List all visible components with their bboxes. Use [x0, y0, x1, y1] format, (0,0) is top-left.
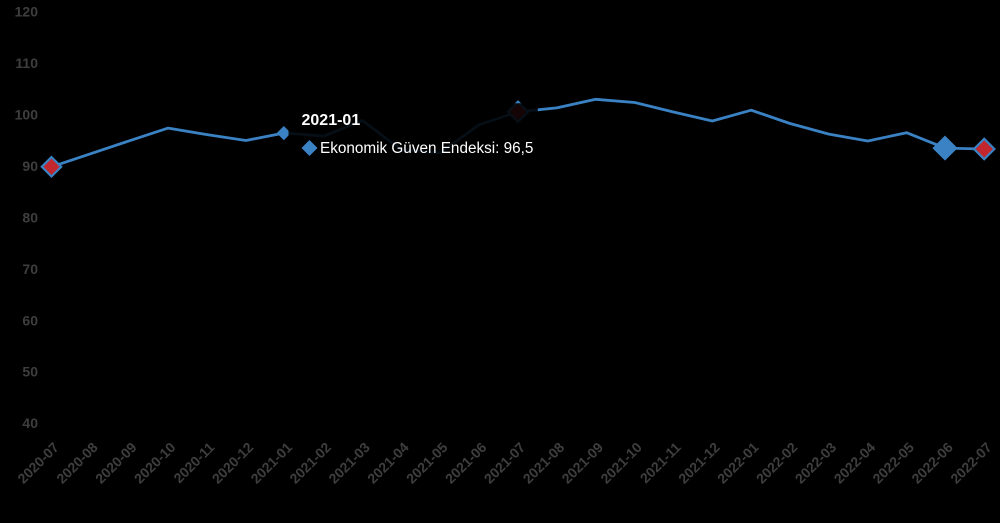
svg-text:110: 110 — [15, 55, 38, 71]
svg-text:40: 40 — [22, 415, 38, 431]
svg-text:70: 70 — [22, 261, 38, 277]
svg-text:100: 100 — [15, 107, 39, 123]
svg-text:2021-01: 2021-01 — [302, 112, 361, 129]
svg-text:60: 60 — [22, 312, 38, 328]
svg-text:90: 90 — [22, 158, 38, 174]
svg-text:Ekonomik Güven Endeksi: 96,5: Ekonomik Güven Endeksi: 96,5 — [320, 140, 533, 157]
svg-text:120: 120 — [15, 4, 39, 20]
svg-text:50: 50 — [22, 364, 38, 380]
svg-text:80: 80 — [22, 209, 38, 225]
